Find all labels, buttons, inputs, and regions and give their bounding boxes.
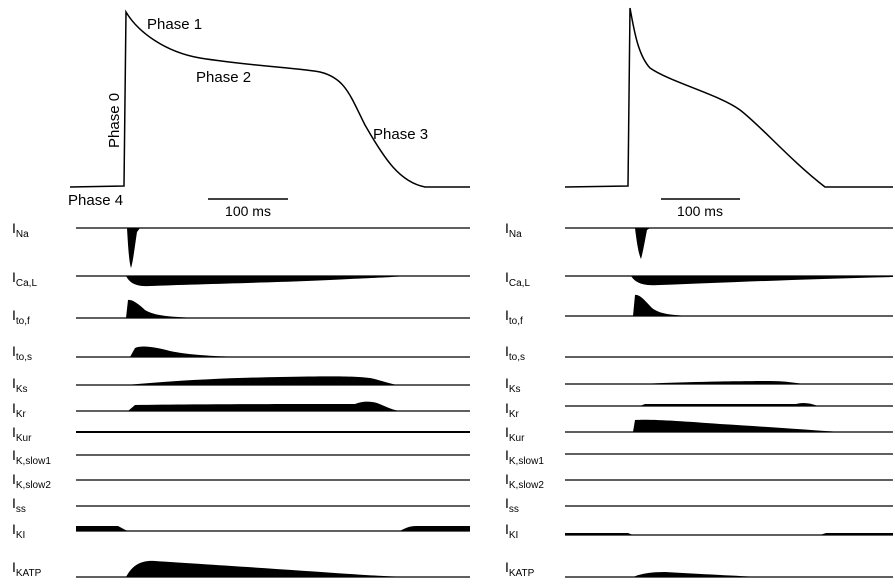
right-label-na: INa — [505, 220, 522, 240]
left-label-ks: IKs — [12, 375, 28, 395]
right-current-traces — [565, 227, 893, 578]
left-current-labels: INa ICa,L Ito,f Ito,s IKs IKr IKur IK,sl… — [12, 220, 51, 579]
phase-4-label: Phase 4 — [68, 192, 123, 209]
right-trace-cal-shape — [631, 276, 893, 286]
left-label-tof: Ito,f — [12, 307, 30, 327]
phase-2-label: Phase 2 — [196, 69, 251, 86]
left-label-cal: ICa,L — [12, 269, 37, 289]
left-label-ss: Iss — [12, 495, 26, 515]
left-trace-cal-shape — [126, 276, 405, 287]
phase-3-label: Phase 3 — [373, 126, 428, 143]
left-trace-k1-shape-right — [400, 526, 470, 531]
left-current-traces — [76, 227, 470, 578]
right-label-tof: Ito,f — [505, 307, 523, 327]
right-trace-kur-shape — [633, 419, 840, 432]
left-label-kslow2: IK,slow2 — [12, 471, 51, 491]
left-label-kr: IKr — [12, 400, 27, 420]
left-label-na: INa — [12, 220, 29, 240]
left-label-katp: IKATP — [12, 559, 42, 579]
left-trace-katp-shape — [126, 560, 420, 577]
right-label-tos: Ito,s — [505, 343, 525, 363]
right-panel: 100 ms — [564, 7, 893, 219]
right-label-kslow1: IK,slow1 — [505, 447, 544, 467]
left-scale-bar-label: 100 ms — [225, 203, 271, 219]
left-action-potential-trace — [69, 9, 470, 188]
right-trace-ks-shape — [640, 381, 805, 384]
right-scale-bar-label: 100 ms — [677, 203, 723, 219]
right-label-ks: IKs — [505, 375, 521, 395]
right-current-labels: INa ICa,L Ito,f Ito,s IKs IKr IKur IK,sl… — [505, 220, 544, 579]
left-trace-tof-shape — [126, 299, 200, 318]
right-trace-na-shape — [633, 228, 650, 259]
right-trace-k1-shape-left — [565, 533, 633, 535]
left-panel: Phase 1 Phase 2 Phase 3 Phase 4 Phase 0 … — [68, 9, 470, 219]
right-label-ss: Iss — [505, 495, 519, 515]
left-trace-kr-shape — [128, 401, 400, 411]
right-label-cal: ICa,L — [505, 269, 530, 289]
phase-1-label: Phase 1 — [147, 16, 202, 33]
right-label-kr: IKr — [505, 400, 520, 420]
left-label-tos: Ito,s — [12, 343, 32, 363]
right-action-potential-trace — [564, 7, 893, 188]
right-label-kslow2: IK,slow2 — [505, 471, 544, 491]
left-label-kur: IKur — [12, 424, 32, 444]
left-label-kslow1: IK,slow1 — [12, 447, 51, 467]
right-label-k1: IKI — [505, 521, 518, 541]
right-trace-k1-shape-right — [820, 533, 893, 535]
left-trace-ks-shape — [126, 376, 398, 385]
right-trace-kr-shape — [640, 402, 818, 406]
left-trace-k1-shape-left — [76, 526, 128, 531]
right-label-kur: IKur — [505, 424, 525, 444]
right-label-katp: IKATP — [505, 559, 535, 579]
left-trace-tos-shape — [130, 346, 240, 357]
left-trace-na-shape — [124, 228, 140, 268]
left-label-k1: IKI — [12, 521, 25, 541]
right-trace-tof-shape — [633, 294, 690, 316]
right-trace-katp-shape — [633, 572, 760, 577]
phase-0-label: Phase 0 — [106, 93, 123, 148]
